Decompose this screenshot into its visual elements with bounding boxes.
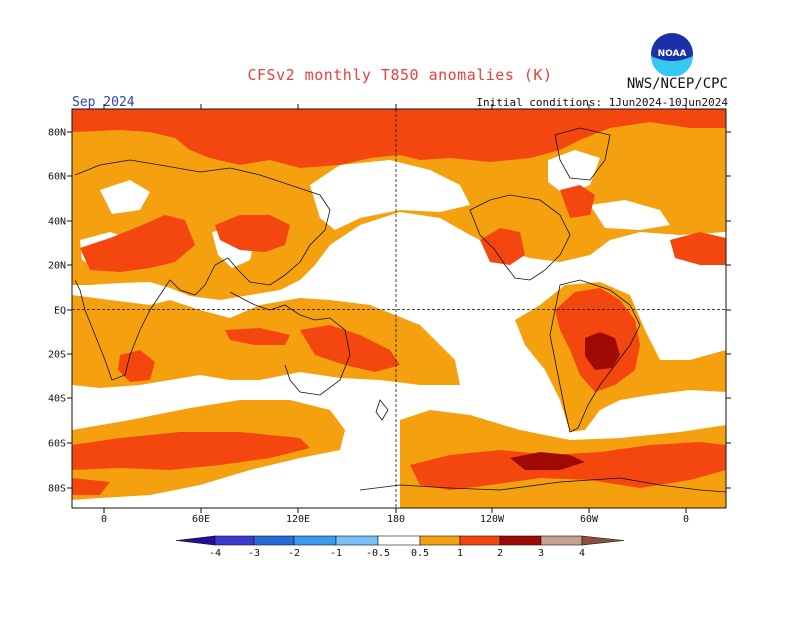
anomaly-region-safrica-red: [118, 350, 155, 382]
lat-label: EQ: [54, 306, 66, 317]
lon-label: 120W: [480, 514, 505, 525]
chart-title: CFSv2 monthly T850 anomalies (K): [247, 66, 553, 84]
colorbar-swatch: [293, 535, 337, 546]
valid-month-label: Sep 2024: [72, 95, 135, 110]
colorbar-label: 2: [497, 548, 503, 559]
colorbar-swatch: [214, 535, 255, 546]
anomaly-region-southern-dark: [510, 452, 585, 470]
lon-label: 0: [683, 514, 689, 525]
colorbar-arrow-low: [175, 535, 216, 546]
anomaly-region-tibet-red: [215, 215, 290, 252]
anomaly-region-southern-red-a: [72, 432, 310, 470]
neutral-region-atlantic: [590, 200, 670, 230]
anomaly-region-namerica-red: [480, 228, 525, 265]
lat-label: 40S: [48, 394, 66, 405]
neutral-region-pacific-n: [310, 160, 470, 230]
lat-label: 20N: [48, 261, 66, 272]
lat-label: 60S: [48, 439, 66, 450]
colorbar-swatch: [499, 535, 542, 546]
colorbar-swatch: [419, 535, 461, 546]
anomaly-region-samerica-dark: [585, 332, 620, 370]
colorbar: -4 -3 -2 -1 -0.5 0.5 1 2 3 4: [175, 535, 625, 559]
colorbar-label: 0.5: [411, 548, 429, 559]
colorbar-label: -3: [248, 548, 260, 559]
logo-text: NOAA: [658, 49, 687, 59]
initial-conditions-label: Initial conditions: 1Jun2024-10Jun2024: [476, 96, 728, 109]
coastlines: [74, 127, 726, 493]
noaa-logo: NOAA: [650, 32, 694, 77]
map-frame: [71, 108, 727, 509]
anomaly-region-atlantic-red: [670, 232, 726, 265]
neutral-region-eurasia: [100, 180, 150, 214]
organization-label: NWS/NCEP/CPC: [626, 76, 728, 92]
colorbar-label: 4: [579, 548, 585, 559]
lon-label: 120E: [286, 514, 310, 525]
lat-label: 80S: [48, 484, 66, 495]
lat-label: 60N: [48, 172, 66, 183]
anomaly-region-nafrica-red: [80, 215, 195, 272]
lat-label: 20S: [48, 350, 66, 361]
colorbar-swatch: [335, 535, 379, 546]
colorbar-label: -1: [330, 548, 342, 559]
lon-label: 60W: [580, 514, 599, 525]
anomaly-region-eastus-red: [560, 185, 595, 218]
colorbar-label: 1: [457, 548, 463, 559]
colorbar-swatch: [540, 535, 583, 546]
lat-label: 40N: [48, 217, 66, 228]
anomaly-fields: [72, 109, 726, 508]
colorbar-label: 3: [538, 548, 544, 559]
colorbar-swatch: [253, 535, 295, 546]
colorbar-swatch: [459, 535, 501, 546]
anomaly-region-southpole-red: [72, 478, 110, 495]
latitude-axis: 80N 60N 40N 20N EQ 20S 40S 60S 80S: [48, 128, 731, 495]
anomaly-region-spacific-red: [300, 325, 400, 372]
colorbar-arrow-high: [581, 535, 625, 546]
colorbar-label: -2: [288, 548, 300, 559]
lon-label: 60E: [192, 514, 210, 525]
colorbar-swatch: [377, 535, 421, 546]
anomaly-region-arctic-red: [72, 109, 726, 168]
lat-label: 80N: [48, 128, 66, 139]
longitude-axis: 0 60E 120E 180 120W 60W 0: [101, 104, 689, 525]
lon-label: 0: [101, 514, 107, 525]
colorbar-label: -4: [209, 548, 221, 559]
lon-label: 180: [387, 514, 405, 525]
anomaly-region-sindian-red: [225, 328, 290, 345]
colorbar-label: -0.5: [366, 548, 390, 559]
